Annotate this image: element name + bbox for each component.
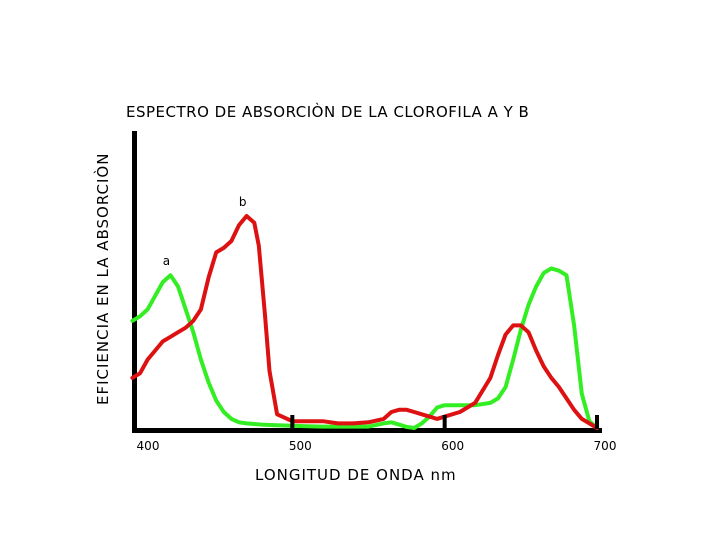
y-axis-label: EFICIENCIA EN LA ABSORCIÒN [93,153,112,405]
x-tick-label: 400 [137,439,160,453]
x-tick-mark [442,415,447,429]
series-line-a [130,266,599,430]
chart-title: ESPECTRO DE ABSORCIÒN DE LA CLOROFILA A … [126,102,529,121]
x-axis-label: LONGITUD DE ONDA nm [255,466,457,484]
series-line-b [130,214,599,430]
axes [132,131,602,433]
curve-labels: ab [163,195,247,268]
series-label-a: a [163,254,170,268]
curves [130,214,599,430]
y-axis-line [132,131,137,433]
x-tick-label: 700 [594,439,617,453]
x-tick-mark [595,415,599,429]
x-ticks: 400 500 600 700 [137,415,617,453]
x-tick-label: 600 [441,439,464,453]
series-label-b: b [239,195,247,209]
x-axis-line [132,428,602,433]
x-tick-mark [290,415,295,429]
x-tick-label: 500 [289,439,312,453]
